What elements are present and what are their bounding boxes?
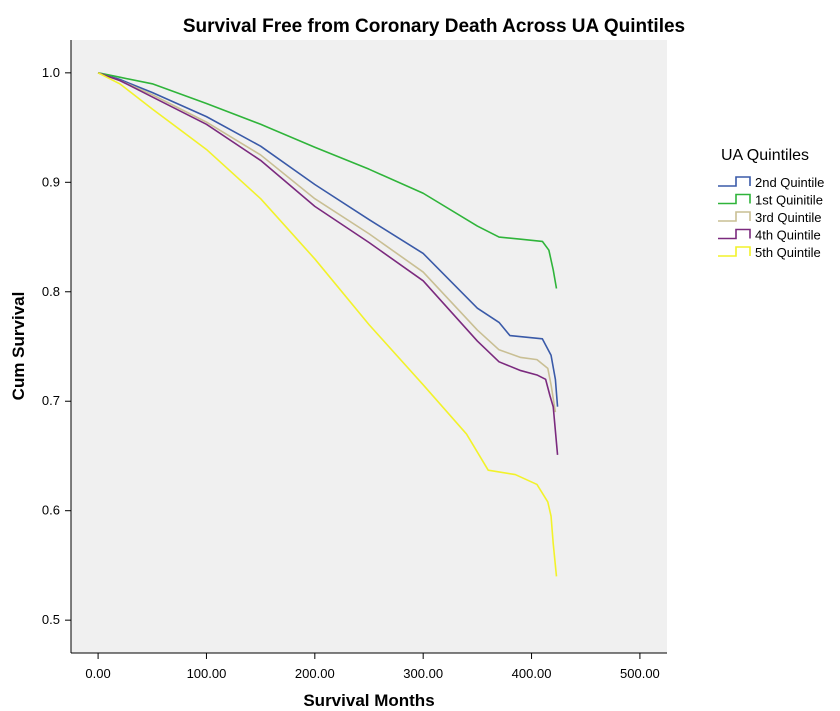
legend-title: UA Quintiles <box>721 147 809 164</box>
legend-swatch <box>718 246 751 257</box>
x-axis-title: Survival Months <box>303 691 434 710</box>
y-tick-label: 1.0 <box>42 65 60 80</box>
y-axis-title: Cum Survival <box>9 292 28 401</box>
x-tick-label: 200.00 <box>295 666 335 681</box>
legend-label: 5th Quintile <box>755 245 821 260</box>
y-tick-label: 0.6 <box>42 503 60 518</box>
y-tick-label: 0.9 <box>42 174 60 189</box>
legend-swatch <box>718 193 751 205</box>
legend-label: 2nd Quintile <box>755 175 824 190</box>
series-line-5 <box>97 72 558 577</box>
y-tick-label: 0.5 <box>42 612 60 627</box>
x-axis: 0.00 100.00 200.00 300.00 400.00 500.00 <box>71 652 667 681</box>
series-line-2 <box>97 72 558 289</box>
legend-swatch <box>718 176 751 187</box>
x-tick-label: 0.00 <box>85 666 110 681</box>
y-tick-label: 0.8 <box>42 284 60 299</box>
series-line-4 <box>97 72 559 455</box>
legend-label: 1st Quinitile <box>755 193 823 208</box>
chart-title: Survival Free from Coronary Death Across… <box>183 16 685 37</box>
x-tick-label: 400.00 <box>512 666 552 681</box>
plot-area <box>71 40 667 653</box>
legend-swatch <box>718 211 751 222</box>
series-line-1 <box>97 72 559 407</box>
legend-swatch <box>718 228 751 240</box>
x-tick-label: 100.00 <box>187 666 227 681</box>
y-axis: 0.5 0.6 0.7 0.8 0.9 1.0 <box>42 40 72 653</box>
legend-label: 3rd Quintile <box>755 210 821 225</box>
y-tick-label: 0.7 <box>42 393 60 408</box>
x-tick-label: 500.00 <box>620 666 660 681</box>
series-line-3 <box>97 72 557 413</box>
legend-label: 4th Quintile <box>755 228 821 243</box>
series-group <box>97 72 559 577</box>
x-tick-label: 300.00 <box>403 666 443 681</box>
legend: UA Quintiles 2nd Quintile 1st Quinitile 3r… <box>718 147 824 260</box>
